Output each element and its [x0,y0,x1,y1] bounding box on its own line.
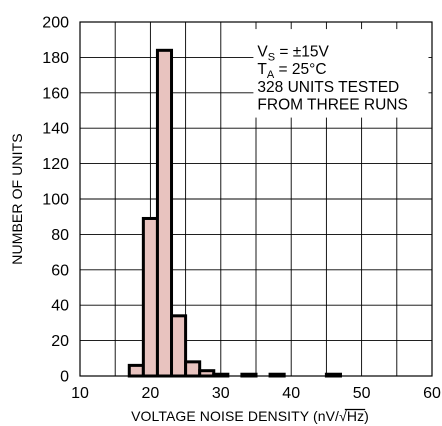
x-tick-label: 60 [423,385,441,402]
y-tick-label: 0 [60,369,69,386]
histogram-bar [170,314,188,378]
y-tick-label: 160 [42,85,69,102]
x-tick-label: 30 [212,385,230,402]
histogram-bars [127,48,342,378]
x-tick-label: 20 [142,385,160,402]
x-tick-labels: 10 20 30 40 50 60 [71,385,441,402]
y-tick-label: 60 [51,262,69,279]
y-tick-label: 40 [51,298,69,315]
y-tick-label: 80 [51,227,69,244]
annotation-supply-voltage: VS = ±15V [257,44,329,64]
histogram-bar [184,360,202,378]
annotation-background [253,29,429,118]
y-tick-label: 180 [42,50,69,67]
x-axis-label: VOLTAGE NOISE DENSITY (nV/√Hz) [131,408,369,424]
y-tick-labels: 0 20 40 60 80 100 120 140 160 180 200 [42,15,69,386]
grid [80,22,432,376]
histogram-bar [127,363,145,378]
x-tick-label: 10 [71,385,89,402]
annotation-three-runs: FROM THREE RUNS [257,97,407,114]
y-tick-label: 100 [42,192,69,209]
y-tick-label: 200 [42,15,69,32]
histogram-bar [198,369,216,378]
y-tick-label: 120 [42,156,69,173]
y-axis-label: NUMBER OF UNITS [9,133,25,264]
x-tick-label: 50 [353,385,371,402]
plot-border [79,21,433,377]
x-tick-label: 40 [282,385,300,402]
y-tick-label: 20 [51,333,69,350]
annotation-ambient-temperature: TA = 25°C [257,61,326,81]
y-tick-label: 140 [42,121,69,138]
annotation-units-tested: 328 UNITS TESTED [257,79,399,96]
plot-frame [79,21,433,377]
histogram-bar [141,216,159,378]
histogram-bar [155,48,174,378]
